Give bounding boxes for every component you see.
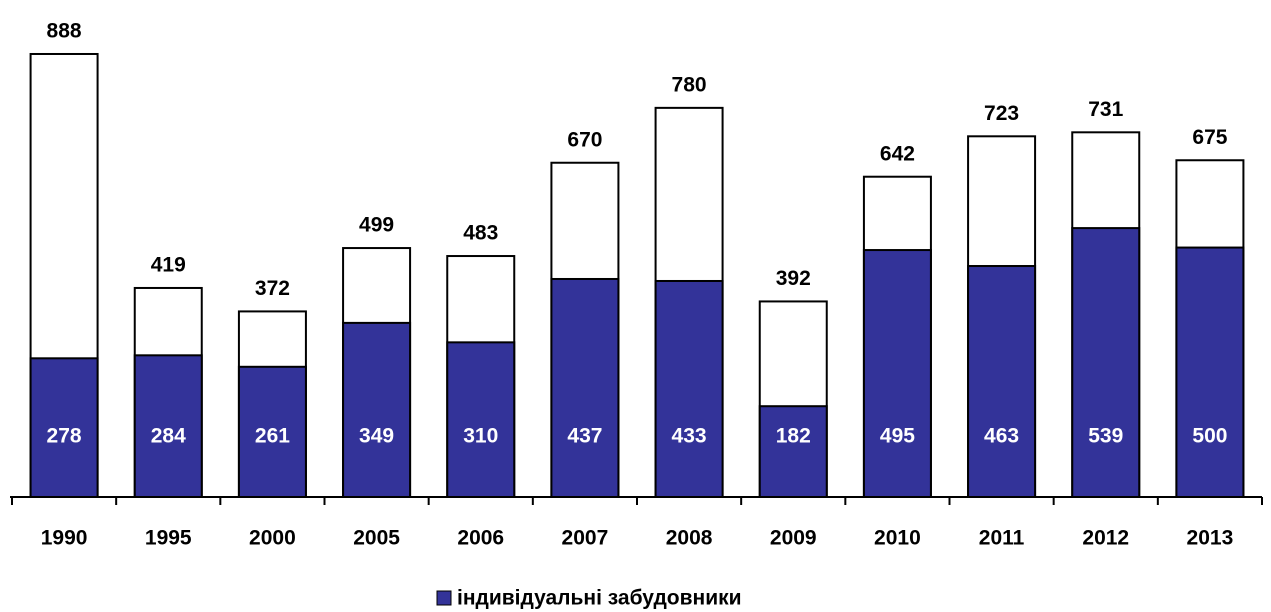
x-tick-label: 2010 bbox=[874, 527, 921, 550]
bar bbox=[29, 357, 99, 499]
bar bbox=[446, 341, 516, 498]
x-tick-label: 2006 bbox=[457, 527, 504, 550]
value-label: 437 bbox=[567, 425, 602, 448]
total-label: 670 bbox=[567, 128, 602, 151]
x-tick-label: 2005 bbox=[353, 527, 400, 550]
x-tick-label: 2007 bbox=[562, 527, 609, 550]
bar bbox=[862, 249, 932, 498]
total-label: 419 bbox=[151, 254, 186, 277]
x-tick-label: 2011 bbox=[979, 527, 1025, 550]
legend-swatch bbox=[436, 590, 452, 606]
bar bbox=[967, 265, 1037, 498]
bar bbox=[1175, 246, 1245, 498]
x-tick-label: 2000 bbox=[249, 527, 296, 550]
total-label: 731 bbox=[1088, 98, 1123, 121]
total-label: 723 bbox=[984, 102, 1019, 125]
total-label: 642 bbox=[880, 142, 915, 165]
value-label: 261 bbox=[255, 425, 290, 448]
x-tick-label: 2013 bbox=[1187, 527, 1234, 550]
total-label: 372 bbox=[255, 277, 290, 300]
total-label: 888 bbox=[47, 20, 82, 43]
bar bbox=[133, 354, 203, 498]
bar bbox=[550, 277, 620, 499]
bar bbox=[1071, 227, 1141, 499]
value-label: 495 bbox=[880, 425, 915, 448]
total-label: 483 bbox=[463, 222, 498, 245]
bar bbox=[342, 321, 412, 499]
total-label: 780 bbox=[672, 73, 707, 96]
total-label: 675 bbox=[1192, 126, 1227, 149]
bar bbox=[237, 365, 307, 499]
bar bbox=[758, 405, 828, 498]
x-tick-label: 1995 bbox=[145, 527, 192, 550]
legend-label: індивідуальні забудовники bbox=[457, 587, 742, 610]
value-label: 539 bbox=[1088, 425, 1123, 448]
value-label: 463 bbox=[984, 425, 1019, 448]
total-label: 499 bbox=[359, 214, 394, 237]
total-label: 392 bbox=[776, 267, 811, 290]
x-tick-label: 2008 bbox=[666, 527, 713, 550]
x-tick-label: 2012 bbox=[1082, 527, 1129, 550]
value-label: 182 bbox=[776, 425, 811, 448]
bar bbox=[654, 279, 724, 498]
value-label: 310 bbox=[463, 425, 498, 448]
x-tick-label: 2009 bbox=[770, 527, 817, 550]
value-label: 284 bbox=[151, 425, 186, 448]
value-label: 433 bbox=[672, 425, 707, 448]
value-label: 278 bbox=[47, 425, 82, 448]
value-label: 349 bbox=[359, 425, 394, 448]
x-tick-label: 1990 bbox=[41, 527, 88, 550]
value-label: 500 bbox=[1192, 425, 1227, 448]
